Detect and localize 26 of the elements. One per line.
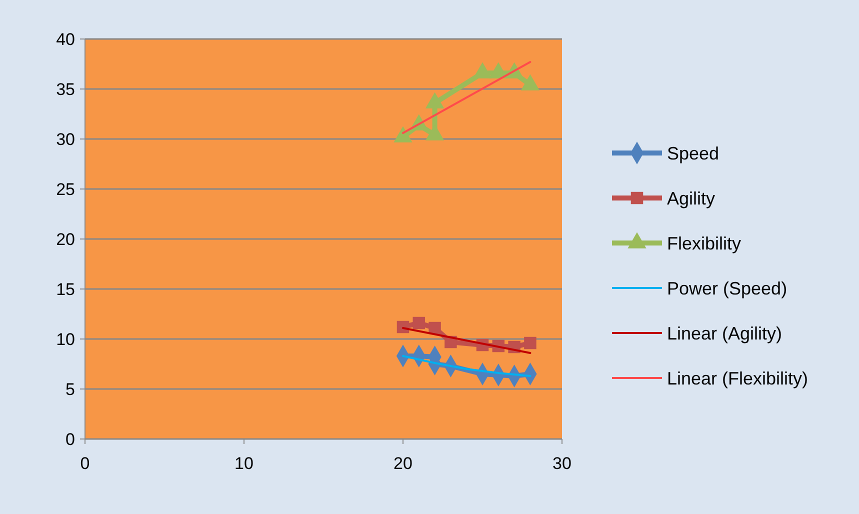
- y-tick-label: 5: [66, 380, 75, 399]
- x-tick-label: 10: [234, 454, 254, 473]
- point: [524, 336, 536, 350]
- x-tick-label: 30: [552, 454, 572, 473]
- point: [425, 92, 444, 108]
- legend-label: Linear (Flexibility): [667, 368, 808, 388]
- point: [428, 322, 441, 334]
- legend-label: Flexibility: [667, 233, 742, 254]
- y-tick-label: 30: [56, 130, 75, 149]
- x-tick-label: 20: [394, 454, 412, 473]
- y-tick-label: 0: [66, 430, 75, 449]
- y-tick-label: 40: [56, 30, 75, 49]
- point: [412, 316, 426, 330]
- legend-label: Linear (Agility): [667, 323, 782, 344]
- legend-label: Power (Speed): [667, 278, 788, 298]
- legend-label: Agility: [667, 188, 716, 208]
- y-tick-label: 25: [56, 180, 75, 199]
- y-tick-label: 35: [56, 80, 75, 99]
- x-tick-label: 0: [80, 454, 90, 473]
- y-tick-label: 15: [56, 280, 75, 299]
- point: [520, 74, 540, 90]
- point: [473, 62, 492, 78]
- y-tick-label: 20: [56, 230, 75, 249]
- point: [394, 126, 412, 142]
- legend-label: Speed: [667, 143, 720, 164]
- y-tick-label: 10: [56, 330, 75, 349]
